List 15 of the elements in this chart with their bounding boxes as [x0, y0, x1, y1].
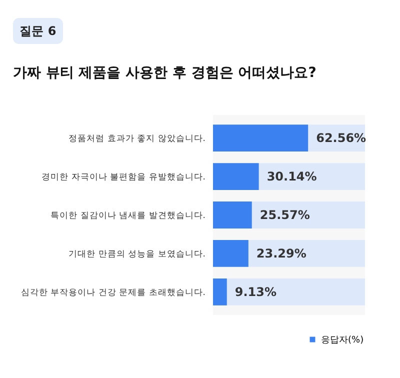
bar	[213, 278, 227, 306]
y-tick-label: 특이한 질감이나 냄새를 발견했습니다.	[50, 211, 206, 221]
data-label: 30.14%	[266, 170, 317, 184]
y-tick-label: 기대한 만큼의 성능을 보였습니다.	[68, 249, 206, 260]
text: 질문 6	[20, 24, 56, 38]
y-tick-label: 정품처럼 효과가 좋지 않았습니다.	[68, 134, 206, 144]
bar	[213, 240, 248, 267]
data-label: 25.57%	[260, 208, 310, 222]
data-label: 62.56%	[316, 131, 366, 146]
data-label: 9.13%	[234, 284, 277, 299]
legend-label: 응답자(%)	[321, 336, 364, 346]
y-tick-label: 경미한 자극이나 불편함을 유발했습니다.	[42, 172, 206, 183]
data-label: 23.29%	[256, 246, 306, 260]
y-tick-label: 심각한 부작용이나 건강 문제를 초래했습니다.	[20, 288, 206, 298]
chart-title: 가짜 뷰티 제품을 사용한 후 경험은 어떠셨나요?	[13, 65, 316, 81]
